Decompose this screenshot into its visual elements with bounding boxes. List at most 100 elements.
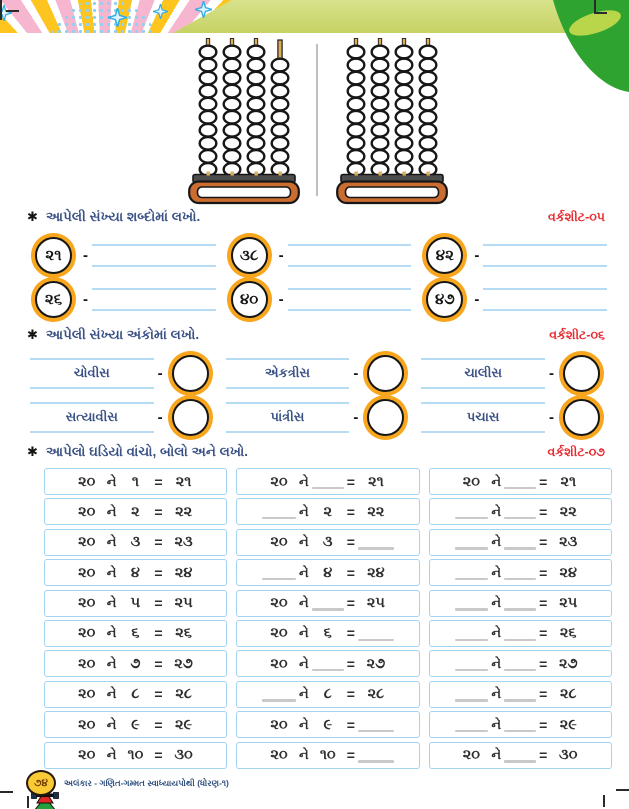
sum-value: ૨૫ xyxy=(164,591,204,616)
word-writing-lines: એકત્રીસ xyxy=(225,357,350,389)
fill-in-blank xyxy=(504,547,536,550)
crop-mark xyxy=(616,789,629,791)
equation-number: ૨૪ xyxy=(559,564,577,581)
dash: - xyxy=(549,364,554,382)
section-bullet-icon: ✱ xyxy=(27,444,38,459)
equals-sign: = xyxy=(154,716,163,733)
equation-cell: ૨૦ ને = ૨૧ xyxy=(428,468,612,495)
equals-sign: = xyxy=(346,655,355,672)
connector-word: ને xyxy=(491,655,502,671)
equals-sign: = xyxy=(346,716,355,733)
addend-first: ૨૦ xyxy=(452,743,490,768)
connector-word: ને xyxy=(491,503,502,519)
equation-number: ૭ xyxy=(130,655,141,672)
addend-first: ૨૦ xyxy=(68,743,106,768)
equation-number: ૨૬ xyxy=(175,625,192,642)
connector-word: ને xyxy=(106,747,117,763)
equation-number: ૨૦ xyxy=(78,625,96,642)
abacus-divider xyxy=(316,44,318,196)
word-to-number-item: પાંત્રીસ - xyxy=(225,396,412,438)
addend-second xyxy=(502,682,538,707)
addend-first xyxy=(260,499,298,524)
equation-number: ૪ xyxy=(323,564,333,581)
addend-second: ૧૦ xyxy=(117,743,153,768)
dash: - xyxy=(157,364,163,382)
equals-sign: = xyxy=(346,473,355,490)
number-to-word-item: ૩૮ - xyxy=(226,234,412,276)
equals-sign: = xyxy=(539,473,548,490)
number-circle: ૪૦ xyxy=(230,280,268,318)
footer-book-title: અલંકાર - ગણિત-ગમ્મત સ્વાધ્યાયપોથી (ધોરણ-… xyxy=(64,778,229,788)
sum-value: ૨૨ xyxy=(164,499,204,524)
fill-in-blank xyxy=(358,547,394,550)
equation-number: ૨૧ xyxy=(368,473,384,490)
equals-sign: = xyxy=(346,595,355,612)
addend-first: ૨૦ xyxy=(260,591,298,616)
addend-first: ૨૦ xyxy=(260,530,298,555)
section-2-header: ✱ આપેલી સંખ્યા અંકોમાં લખો. વર્કશીટ-૦૬ xyxy=(27,327,605,343)
connector-word: ને xyxy=(106,473,117,489)
word-to-number-item: ચાલીસ - xyxy=(421,352,607,394)
number-circle: ૨૬ xyxy=(35,280,72,318)
addend-second: ૬ xyxy=(117,621,153,646)
word-to-number-item: ચોવીસ - xyxy=(30,352,216,394)
addend-first: ૨૦ xyxy=(68,651,106,676)
equation-number: ૨૨ xyxy=(175,503,193,520)
addend-second xyxy=(502,743,538,768)
addend-second xyxy=(310,469,346,494)
equation-number: ૨૩ xyxy=(174,534,193,551)
equation-cell: ૨૦ ને ૬ = xyxy=(236,619,420,647)
equation-number: ૨૦ xyxy=(78,564,96,581)
addend-second xyxy=(502,499,538,524)
fill-in-blank xyxy=(504,760,536,763)
answer-circle xyxy=(171,398,209,436)
fill-in-blank xyxy=(504,517,536,520)
sum-value: ૨૮ xyxy=(548,682,588,707)
number-word: એકત્રીસ xyxy=(264,365,311,380)
crop-mark xyxy=(6,10,19,12)
connector-word: ને xyxy=(299,716,309,732)
connector-word: ને xyxy=(299,747,309,763)
equation-number: ૯ xyxy=(323,716,333,733)
fill-in-blank xyxy=(454,577,489,581)
equation-number: ૨૦ xyxy=(462,473,480,490)
addend-first: ૨૦ xyxy=(260,651,298,676)
fill-in-blank xyxy=(454,517,489,520)
fill-in-blank xyxy=(454,729,489,733)
fill-in-blank xyxy=(504,638,536,641)
connector-word: ને xyxy=(299,625,309,641)
equation-number: ૨૨ xyxy=(367,503,385,520)
dash: - xyxy=(157,408,163,426)
addend-first xyxy=(260,682,298,707)
addend-first: ૨૦ xyxy=(68,621,106,646)
abacus-right xyxy=(336,38,448,205)
equals-sign: = xyxy=(346,503,355,520)
equation-cell: ૨૦ ને ૫ = ૨૫ xyxy=(44,589,228,617)
equation-number: ૩ xyxy=(130,534,141,551)
crop-mark xyxy=(0,0,2,20)
page-number-badge: ૭૪ xyxy=(26,770,56,796)
equals-sign: = xyxy=(539,655,548,672)
sum-value xyxy=(356,743,396,768)
fill-in-blank xyxy=(504,668,536,672)
answer-circle xyxy=(171,354,209,392)
equation-cell: ૨૦ ને ૯ = ૨૯ xyxy=(44,711,228,739)
equation-cell: ને ૨ = ૨૨ xyxy=(236,498,420,526)
equation-number: ૨૪ xyxy=(174,564,193,581)
equation-cell: ૨૦ ને = ૨૧ xyxy=(236,468,420,495)
equation-number: ૬ xyxy=(131,625,140,642)
equation-number: ૨૦ xyxy=(270,473,288,490)
number-circle: ૩૮ xyxy=(230,236,268,274)
equals-sign: = xyxy=(154,473,163,490)
connector-word: ને xyxy=(106,625,117,641)
crop-mark xyxy=(594,0,596,13)
dash: - xyxy=(83,290,88,308)
connector-word: ને xyxy=(491,686,502,702)
sparkle-icon xyxy=(153,4,168,19)
dash: - xyxy=(278,246,284,264)
answer-writing-lines xyxy=(92,287,216,311)
equals-sign: = xyxy=(539,595,548,612)
addend-second xyxy=(502,712,538,737)
equation-cell: ને = ૨૫ xyxy=(428,589,612,617)
equation-number: ૨૫ xyxy=(366,595,385,612)
